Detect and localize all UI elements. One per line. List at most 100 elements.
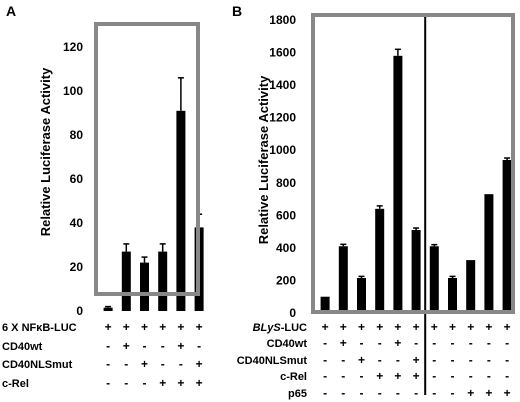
condition-sign: -	[161, 339, 165, 353]
condition-sign: +	[431, 320, 438, 334]
condition-sign: +	[504, 320, 511, 334]
panel-a-condition-rows: 6 X NFκB-LUC + + + + + +CD40wt - + - - + -CD40NLSmut…	[2, 320, 203, 390]
condition-sign: +	[394, 336, 401, 350]
bar	[140, 262, 149, 311]
condition-sign: -	[414, 336, 418, 350]
condition-sign: -	[487, 336, 491, 350]
condition-sign: -	[378, 336, 382, 350]
bar	[429, 246, 439, 313]
bar	[466, 260, 476, 313]
condition-row-label: c-Rel	[2, 378, 29, 390]
bar	[158, 251, 168, 311]
condition-sign: -	[469, 353, 473, 367]
condition-row-label: CD40NLSmut	[2, 359, 73, 371]
condition-sign: -	[396, 386, 400, 400]
condition-sign: +	[141, 357, 148, 371]
condition-row-label: CD40wt	[2, 341, 43, 353]
y-tick-label: 1800	[269, 13, 296, 27]
condition-sign: -	[451, 336, 455, 350]
condition-sign: -	[432, 336, 436, 350]
condition-sign: +	[159, 320, 166, 334]
condition-row-label: p65	[288, 388, 307, 400]
condition-sign: -	[323, 369, 327, 383]
condition-sign: -	[414, 386, 418, 400]
condition-sign: -	[432, 386, 436, 400]
condition-sign: +	[340, 320, 347, 334]
panel-a: A Relative Luciferase Activity 0 20 40 60 80…	[2, 3, 204, 390]
condition-sign: +	[177, 339, 184, 353]
condition-sign: +	[413, 369, 420, 383]
condition-sign: -	[341, 386, 345, 400]
condition-sign: -	[505, 336, 509, 350]
condition-sign: -	[341, 353, 345, 367]
condition-sign: +	[467, 386, 474, 400]
condition-sign: -	[161, 357, 165, 371]
condition-sign: -	[106, 376, 110, 390]
condition-sign: +	[123, 339, 130, 353]
panel-b-y-ticks: 0 200 400 600 800 1000 1200 1400 1600 1800	[269, 13, 296, 320]
condition-sign: +	[105, 320, 112, 334]
condition-sign: +	[322, 320, 329, 334]
condition-sign: -	[505, 353, 509, 367]
y-tick-label: 100	[63, 84, 83, 98]
condition-sign: +	[449, 320, 456, 334]
panel-b-condition-rows: BLyS-LUC + + + + + + + + + + +CD40wt - + - - + - - - - - -CD40…	[237, 320, 511, 400]
y-tick-label: 0	[76, 304, 83, 318]
bar	[176, 110, 186, 311]
condition-sign: -	[323, 336, 327, 350]
condition-sign: +	[196, 357, 203, 371]
condition-sign: -	[323, 386, 327, 400]
y-tick-label: 200	[276, 273, 296, 287]
panel-a-y-ticks: 0 20 40 60 80 100 120	[63, 40, 83, 318]
bar	[448, 278, 457, 313]
condition-sign: -	[487, 353, 491, 367]
panel-a-plot-frame	[94, 22, 200, 296]
condition-sign: -	[451, 369, 455, 383]
y-tick-label: 400	[276, 241, 296, 255]
bar	[121, 251, 131, 311]
condition-sign: -	[143, 339, 147, 353]
condition-sign: +	[340, 336, 347, 350]
condition-sign: -	[451, 386, 455, 400]
condition-sign: +	[413, 320, 420, 334]
bar	[338, 246, 348, 313]
condition-sign: -	[451, 353, 455, 367]
bar	[320, 296, 330, 313]
y-tick-label: 40	[70, 216, 84, 230]
condition-sign: -	[323, 353, 327, 367]
bar	[103, 307, 113, 311]
condition-sign: +	[394, 369, 401, 383]
bar	[393, 55, 403, 314]
y-tick-label: 120	[63, 40, 83, 54]
y-tick-label: 1000	[269, 143, 296, 157]
panel-b-label: B	[232, 3, 242, 19]
panel-a-label: A	[6, 3, 16, 19]
condition-row-label: 6 X NFκB-LUC	[2, 322, 77, 334]
condition-sign: +	[196, 320, 203, 334]
y-tick-label: 1400	[269, 78, 296, 92]
condition-sign: -	[341, 369, 345, 383]
condition-sign: -	[432, 353, 436, 367]
condition-sign: +	[485, 386, 492, 400]
condition-sign: -	[179, 357, 183, 371]
condition-sign: -	[487, 369, 491, 383]
condition-sign: -	[197, 339, 201, 353]
bar	[484, 194, 494, 313]
condition-sign: -	[505, 369, 509, 383]
y-tick-label: 1600	[269, 46, 296, 60]
y-tick-label: 0	[289, 306, 296, 320]
condition-row-label: BLyS-LUC	[253, 322, 307, 334]
condition-sign: +	[177, 376, 184, 390]
condition-sign: -	[378, 386, 382, 400]
condition-sign: +	[413, 353, 420, 367]
y-tick-label: 60	[70, 172, 84, 186]
bar	[502, 159, 512, 313]
condition-sign: -	[378, 353, 382, 367]
condition-sign: -	[396, 353, 400, 367]
y-tick-label: 600	[276, 208, 296, 222]
condition-row-label: CD40wt	[267, 338, 308, 350]
panel-b-plot-frame	[311, 13, 515, 314]
condition-sign: +	[123, 320, 130, 334]
condition-row-label: c-Rel	[280, 371, 307, 383]
